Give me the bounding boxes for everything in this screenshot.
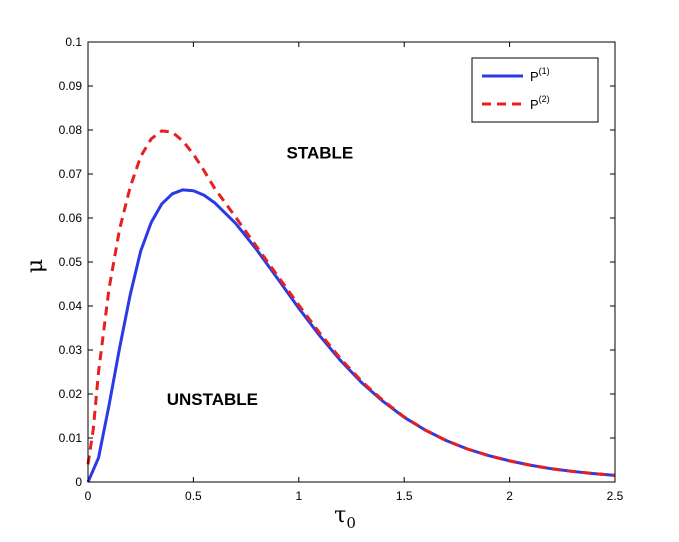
x-tick-label-4: 2 bbox=[506, 489, 513, 503]
region-label-stable: STABLE bbox=[287, 144, 354, 163]
legend-label-p2-superscript: (2) bbox=[539, 94, 550, 104]
y-tick-label-0: 0 bbox=[75, 475, 82, 489]
legend-label-p1: P(1) bbox=[530, 66, 550, 84]
annotation-layer: STABLE UNSTABLE bbox=[167, 144, 354, 409]
y-tick-label-3: 0.03 bbox=[59, 343, 83, 357]
y-axis-label: μ bbox=[23, 259, 48, 273]
series-layer bbox=[86, 129, 616, 483]
legend-label-p1-name: P bbox=[530, 69, 539, 84]
y-tick-label-8: 0.08 bbox=[59, 123, 83, 137]
x-axis-label-subscript: 0 bbox=[346, 514, 356, 532]
y-tick-label-7: 0.07 bbox=[59, 167, 83, 181]
x-tick-label-1: 0.5 bbox=[185, 489, 202, 503]
y-tick-label-2: 0.02 bbox=[59, 387, 83, 401]
y-tick-label-4: 0.04 bbox=[59, 299, 83, 313]
legend: P(1) P(2) bbox=[471, 57, 599, 123]
y-tick-label-5: 0.05 bbox=[59, 255, 83, 269]
x-tick-label-5: 2.5 bbox=[607, 489, 624, 503]
legend-label-p1-superscript: (1) bbox=[539, 66, 550, 76]
x-tick-label-0: 0 bbox=[85, 489, 92, 503]
y-tick-label-10: 0.1 bbox=[65, 35, 82, 49]
legend-label-p2-name: P bbox=[530, 97, 539, 112]
x-tick-label-3: 1.5 bbox=[396, 489, 413, 503]
y-tick-label-6: 0.06 bbox=[59, 211, 83, 225]
x-axis-label: τ0 bbox=[334, 503, 356, 532]
series-line-1 bbox=[86, 188, 616, 483]
y-tick-label-9: 0.09 bbox=[59, 79, 83, 93]
y-tick-label-1: 0.01 bbox=[59, 431, 83, 445]
series-line-2 bbox=[86, 129, 616, 477]
x-axis-label-main: τ bbox=[334, 503, 346, 528]
region-label-unstable: UNSTABLE bbox=[167, 390, 258, 409]
ticks-layer: 0 0.5 1 1.5 2 2.5 0 0.01 0.02 0.03 0.04 0.05 0.06 0.0… bbox=[59, 35, 624, 503]
legend-box bbox=[471, 57, 599, 123]
x-tick-label-2: 1 bbox=[295, 489, 302, 503]
legend-label-p2: P(2) bbox=[530, 94, 550, 112]
